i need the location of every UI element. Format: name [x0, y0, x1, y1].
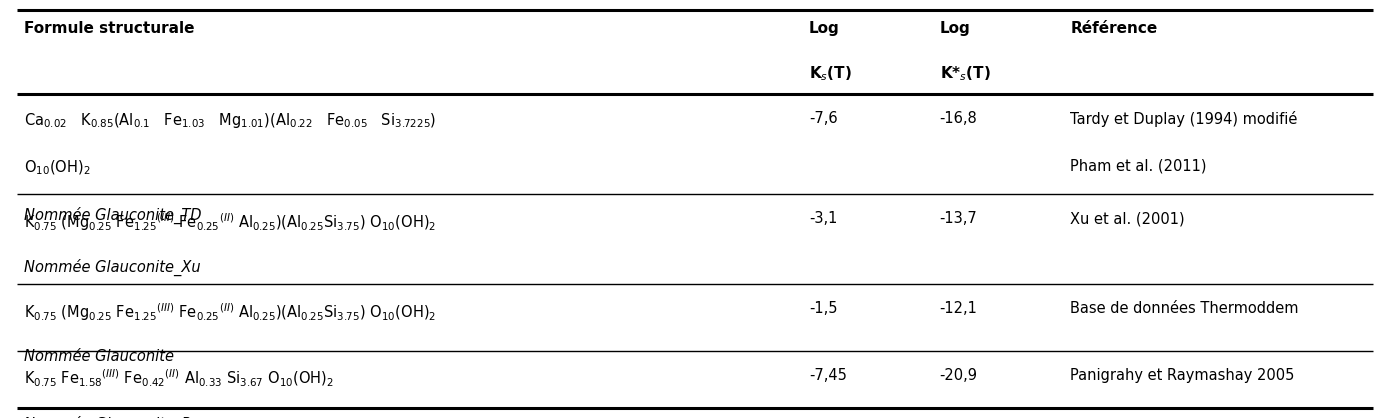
Text: K$_s$(T): K$_s$(T) [809, 65, 852, 84]
Text: K$_{0.75}$ (Mg$_{0.25}$ Fe$_{1.25}$$^{(III)}$ Fe$_{0.25}$$^{(II)}$ Al$_{0.25}$)(: K$_{0.75}$ (Mg$_{0.25}$ Fe$_{1.25}$$^{(I… [24, 301, 436, 323]
Text: Panigrahy et Raymashay 2005: Panigrahy et Raymashay 2005 [1070, 368, 1294, 383]
Text: Base de données Thermoddem: Base de données Thermoddem [1070, 301, 1298, 316]
Text: K$_{0.75}$ Fe$_{1.58}$$^{(III)}$ Fe$_{0.42}$$^{(II)}$ Al$_{0.33}$ Si$_{3.67}$ O$: K$_{0.75}$ Fe$_{1.58}$$^{(III)}$ Fe$_{0.… [24, 368, 334, 389]
Text: Référence: Référence [1070, 21, 1158, 36]
Text: Pham et al. (2011): Pham et al. (2011) [1070, 159, 1207, 174]
Text: Log: Log [940, 21, 970, 36]
Text: Nommée Glauconite: Nommée Glauconite [24, 349, 174, 364]
Text: Tardy et Duplay (1994) modifié: Tardy et Duplay (1994) modifié [1070, 111, 1298, 127]
Text: -16,8: -16,8 [940, 111, 977, 126]
Text: K$_{0.75}$ (Mg$_{0.25}$ Fe$_{1.25}$$^{(III)}$ Fe$_{0.25}$$^{(II)}$ Al$_{0.25}$)(: K$_{0.75}$ (Mg$_{0.25}$ Fe$_{1.25}$$^{(I… [24, 211, 436, 233]
Text: Ca$_{0.02}$   K$_{0.85}$(Al$_{0.1}$   Fe$_{1.03}$   Mg$_{1.01}$)(Al$_{0.22}$   F: Ca$_{0.02}$ K$_{0.85}$(Al$_{0.1}$ Fe$_{1… [24, 111, 436, 130]
Text: Nommée Glauconite_TD: Nommée Glauconite_TD [24, 207, 202, 224]
Text: -13,7: -13,7 [940, 211, 977, 226]
Text: Nommée Glauconite_Pan: Nommée Glauconite_Pan [24, 416, 208, 418]
Text: K*$_s$(T): K*$_s$(T) [940, 65, 991, 84]
Text: Formule structurale: Formule structurale [24, 21, 195, 36]
Text: -3,1: -3,1 [809, 211, 837, 226]
Text: O$_{10}$(OH)$_2$: O$_{10}$(OH)$_2$ [24, 159, 90, 177]
Text: Log: Log [809, 21, 840, 36]
Text: -20,9: -20,9 [940, 368, 977, 383]
Text: Xu et al. (2001): Xu et al. (2001) [1070, 211, 1184, 226]
Text: -12,1: -12,1 [940, 301, 977, 316]
Text: Nommée Glauconite_Xu: Nommée Glauconite_Xu [24, 259, 200, 276]
Text: -7,45: -7,45 [809, 368, 847, 383]
Text: -1,5: -1,5 [809, 301, 838, 316]
Text: -7,6: -7,6 [809, 111, 838, 126]
